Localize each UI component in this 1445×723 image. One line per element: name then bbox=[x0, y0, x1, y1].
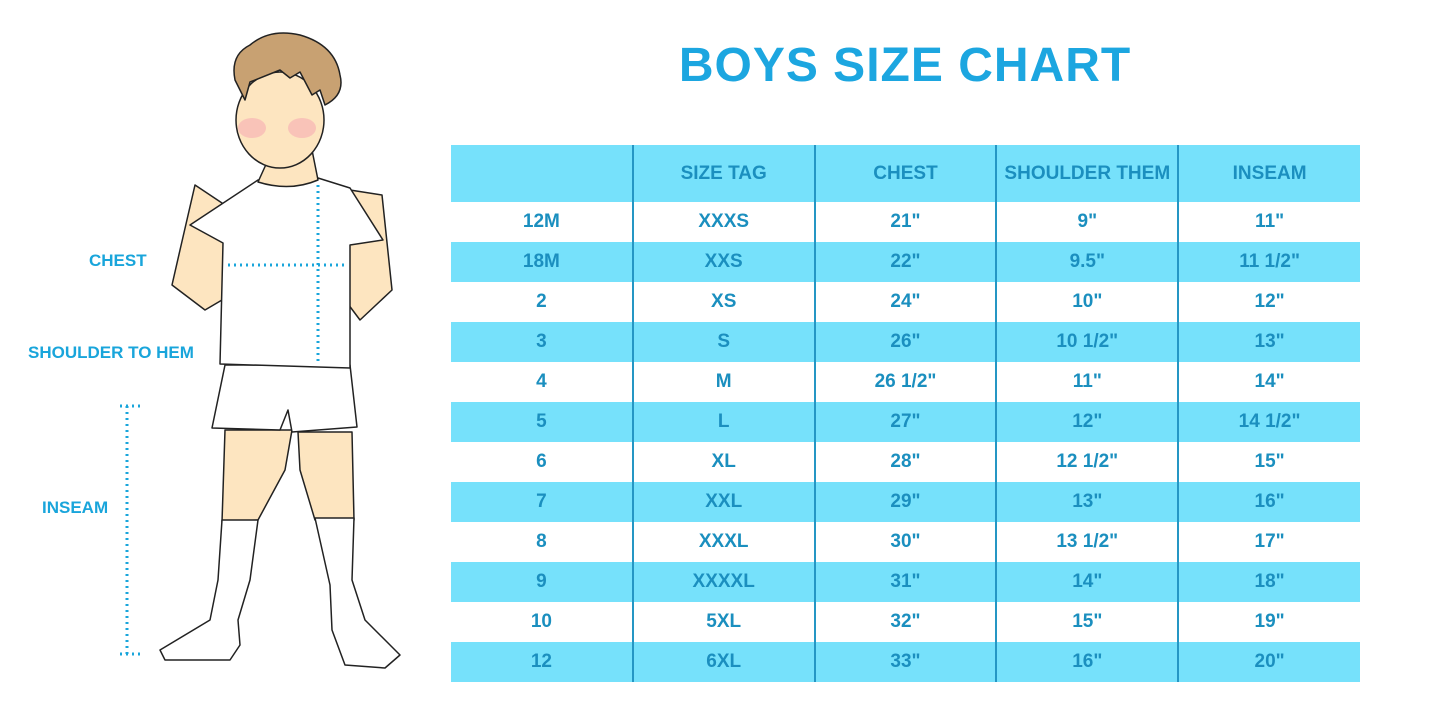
table-cell: 26 1/2" bbox=[813, 362, 997, 402]
table-cell: XL bbox=[631, 442, 815, 482]
table-cell: 17" bbox=[1177, 522, 1360, 562]
shirt bbox=[189, 177, 384, 369]
table-cell: 20" bbox=[1177, 642, 1360, 682]
column-header: SHOULDER THEM bbox=[995, 145, 1179, 202]
table-header-row: SIZE TAG CHEST SHOULDER THEM INSEAM bbox=[451, 145, 1360, 202]
table-cell: 15" bbox=[995, 602, 1179, 642]
table-cell: 29" bbox=[813, 482, 997, 522]
table-cell: 6 bbox=[536, 451, 547, 472]
table-row: 3 S 26" 10 1/2" 13" bbox=[451, 322, 1360, 362]
table-cell: 10" bbox=[995, 282, 1179, 322]
table-row: 8 XXXL 30" 13 1/2" 17" bbox=[451, 522, 1360, 562]
size-chart-table: SIZE TAG CHEST SHOULDER THEM INSEAM 12M XXXS… bbox=[451, 145, 1360, 682]
hair bbox=[233, 32, 342, 106]
boy-illustration bbox=[120, 32, 401, 669]
table-cell: 19" bbox=[1177, 602, 1360, 642]
table-cell: 27" bbox=[813, 402, 997, 442]
shorts bbox=[211, 364, 358, 433]
table-cell: 12 1/2" bbox=[995, 442, 1179, 482]
table-row: 12 6XL 33" 16" 20" bbox=[451, 642, 1360, 682]
table-cell: 11" bbox=[1177, 202, 1360, 242]
column-header: CHEST bbox=[813, 145, 997, 202]
table-cell: 5XL bbox=[631, 602, 815, 642]
right-leg bbox=[297, 431, 355, 521]
table-cell: XXS bbox=[631, 242, 815, 282]
table-cell: L bbox=[631, 402, 815, 442]
table-cell: 9" bbox=[995, 202, 1179, 242]
right-sock bbox=[314, 517, 401, 669]
table-cell: 7 bbox=[451, 482, 633, 522]
table-cell: 12M bbox=[522, 211, 560, 232]
table-cell: XXXL bbox=[631, 522, 815, 562]
left-arm bbox=[171, 184, 226, 311]
left-sock bbox=[159, 519, 259, 661]
table-cell: 18M bbox=[451, 242, 633, 282]
table-cell: 11" bbox=[995, 362, 1179, 402]
table-cell: 8 bbox=[536, 531, 547, 552]
table-cell: 3 bbox=[451, 322, 633, 362]
shoulder-to-hem-label: SHOULDER TO HEM bbox=[28, 343, 194, 362]
table-cell: 14" bbox=[995, 562, 1179, 602]
table-cell: S bbox=[631, 322, 815, 362]
table-cell: 33" bbox=[813, 642, 997, 682]
table-row: 6 XL 28" 12 1/2" 15" bbox=[451, 442, 1360, 482]
table-cell: 12" bbox=[995, 402, 1179, 442]
table-cell: 30" bbox=[813, 522, 997, 562]
table-cell: 26" bbox=[813, 322, 997, 362]
inseam-label: INSEAM bbox=[42, 498, 109, 517]
table-row: 9 XXXXL 31" 14" 18" bbox=[451, 562, 1360, 602]
table-cell: 13 1/2" bbox=[995, 522, 1179, 562]
table-row: 2 XS 24" 10" 12" bbox=[451, 282, 1360, 322]
table-cell: 24" bbox=[813, 282, 997, 322]
table-cell: 14" bbox=[1177, 362, 1360, 402]
table-cell: 5 bbox=[451, 402, 633, 442]
table-cell: 2 bbox=[536, 291, 547, 312]
table-cell: XS bbox=[631, 282, 815, 322]
table-cell: 31" bbox=[813, 562, 997, 602]
table-cell: 14 1/2" bbox=[1177, 402, 1360, 442]
table-cell: 13" bbox=[1177, 322, 1360, 362]
table-cell: 6XL bbox=[631, 642, 815, 682]
column-header bbox=[451, 145, 633, 202]
column-header: SIZE TAG bbox=[631, 145, 815, 202]
table-row: 18M XXS 22" 9.5" 11 1/2" bbox=[451, 242, 1360, 282]
page-title: BOYS SIZE CHART bbox=[678, 39, 1132, 92]
face bbox=[235, 71, 325, 169]
table-cell: XXL bbox=[631, 482, 815, 522]
table-row: 4 M 26 1/2" 11" 14" bbox=[451, 362, 1360, 402]
table-cell: 11 1/2" bbox=[1177, 242, 1360, 282]
table-cell: 10 1/2" bbox=[995, 322, 1179, 362]
table-cell: M bbox=[631, 362, 815, 402]
table-row: 7 XXL 29" 13" 16" bbox=[451, 482, 1360, 522]
table-cell: 16" bbox=[1177, 482, 1360, 522]
table-cell: 12 bbox=[451, 642, 633, 682]
table-row: 5 L 27" 12" 14 1/2" bbox=[451, 402, 1360, 442]
table-cell: 4 bbox=[536, 371, 547, 392]
table-row: 12M XXXS 21" 9" 11" bbox=[451, 202, 1360, 242]
table-cell: 9 bbox=[451, 562, 633, 602]
table-cell: XXXS bbox=[631, 202, 815, 242]
chest-label: CHEST bbox=[89, 251, 147, 270]
table-cell: 15" bbox=[1177, 442, 1360, 482]
table-cell: 16" bbox=[995, 642, 1179, 682]
table-cell: 21" bbox=[813, 202, 997, 242]
table-row: 10 5XL 32" 15" 19" bbox=[451, 602, 1360, 642]
table-cell: 12" bbox=[1177, 282, 1360, 322]
table-cell: XXXXL bbox=[631, 562, 815, 602]
table-cell: 28" bbox=[813, 442, 997, 482]
column-header: INSEAM bbox=[1177, 145, 1360, 202]
table-cell: 10 bbox=[530, 611, 552, 632]
table-cell: 22" bbox=[813, 242, 997, 282]
table-cell: 18" bbox=[1177, 562, 1360, 602]
left-leg bbox=[221, 429, 293, 523]
table-cell: 13" bbox=[995, 482, 1179, 522]
table-cell: 32" bbox=[813, 602, 997, 642]
table-cell: 9.5" bbox=[995, 242, 1179, 282]
